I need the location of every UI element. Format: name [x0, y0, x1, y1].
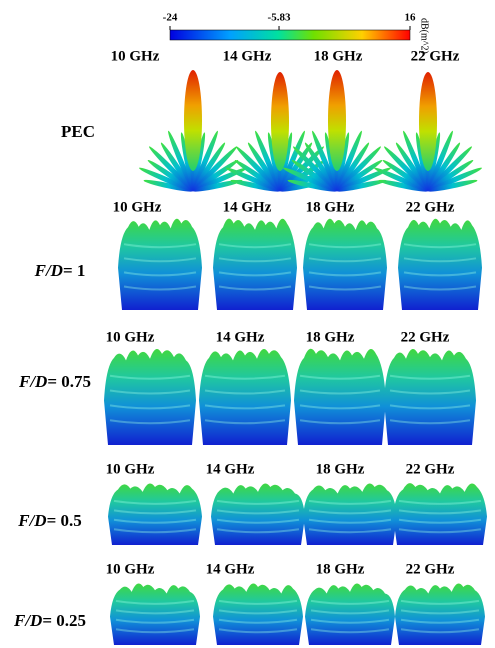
frequency-label: 18 GHz [306, 329, 355, 345]
colorbar-tick-label: 16 [405, 12, 417, 24]
frequency-label: 18 GHz [306, 199, 355, 215]
frequency-label: 22 GHz [401, 329, 450, 345]
pattern-blob [213, 219, 297, 310]
row-label: F/D= 0.25 [13, 611, 86, 630]
pattern-blob [294, 349, 386, 445]
pattern-blob [199, 349, 291, 445]
pattern-body [104, 349, 196, 445]
row-label-text: = 0.5 [47, 511, 82, 530]
pattern-pec [282, 70, 392, 194]
pattern-blob [213, 583, 303, 645]
frequency-label: 10 GHz [106, 561, 155, 577]
pattern-body [118, 219, 202, 310]
frequency-label: 22 GHz [406, 561, 455, 577]
row-label-text: PEC [61, 122, 95, 141]
frequency-label: 10 GHz [106, 461, 155, 477]
frequency-label: 10 GHz [106, 329, 155, 345]
pattern-blob [211, 483, 305, 545]
pattern-body [398, 219, 482, 310]
main-lobe [419, 72, 437, 171]
pattern-body [213, 219, 297, 310]
pattern-pec [373, 72, 483, 194]
pattern-body [303, 219, 387, 310]
colorbar [170, 30, 410, 40]
frequency-label: 10 GHz [111, 48, 160, 64]
frequency-label: 18 GHz [316, 561, 365, 577]
pattern-blob [384, 349, 476, 445]
row-label-text: = 0.25 [42, 611, 86, 630]
pattern-blob [303, 219, 387, 310]
figure: dB(m^2) -24-5.8316PEC10 GHz14 GHz18 GHz2… [0, 0, 495, 648]
colorbar-tick-label: -5.83 [268, 12, 291, 24]
frequency-label: 14 GHz [223, 199, 272, 215]
colorbar-tick-label: -24 [163, 12, 178, 24]
pattern-blob [110, 583, 200, 645]
frequency-label: 22 GHz [411, 48, 460, 64]
frequency-label: 22 GHz [406, 199, 455, 215]
row-label-text: = 1 [63, 261, 85, 280]
row-label-italic: F/D [18, 372, 47, 391]
frequency-label: 14 GHz [223, 48, 272, 64]
frequency-label: 14 GHz [206, 461, 255, 477]
pattern-blob [104, 349, 196, 445]
main-lobe [184, 70, 202, 171]
pattern-blob [108, 483, 202, 545]
frequency-label: 14 GHz [216, 329, 265, 345]
row-label-text: = 0.75 [47, 372, 91, 391]
pattern-body [294, 349, 386, 445]
frequency-label: 18 GHz [316, 461, 365, 477]
frequency-label: 18 GHz [314, 48, 363, 64]
frequency-label: 22 GHz [406, 461, 455, 477]
row-label-italic: F/D [34, 261, 63, 280]
main-lobe [271, 72, 289, 171]
row-label-italic: F/D [13, 611, 42, 630]
pattern-pec [138, 70, 248, 194]
row-label: F/D= 0.75 [18, 372, 91, 391]
pattern-blob [395, 583, 485, 645]
row-label: PEC [61, 122, 95, 141]
row-label: F/D= 1 [34, 261, 86, 280]
row-label-italic: F/D [17, 511, 46, 530]
frequency-label: 14 GHz [206, 561, 255, 577]
frequency-label: 10 GHz [113, 199, 162, 215]
pattern-blob [398, 219, 482, 310]
pattern-blob [118, 219, 202, 310]
pattern-body [384, 349, 476, 445]
row-label: F/D= 0.5 [17, 511, 82, 530]
pattern-body [199, 349, 291, 445]
pattern-blob [393, 483, 487, 545]
pattern-blob [303, 483, 397, 545]
main-lobe [328, 70, 346, 171]
pattern-blob [305, 583, 395, 645]
